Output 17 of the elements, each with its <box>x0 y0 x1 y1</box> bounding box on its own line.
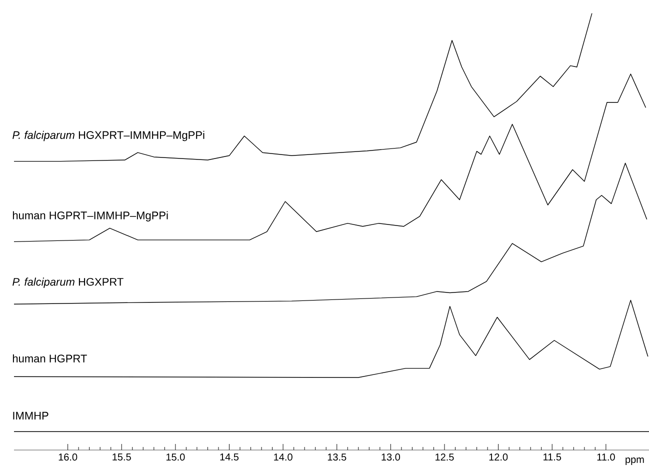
x-tick-label: 15.0 <box>166 454 185 461</box>
x-tick-label: 11.0 <box>597 454 615 461</box>
x-tick-label: 14.0 <box>274 454 292 461</box>
series-label: IMMHP <box>13 412 48 420</box>
x-tick-label: 12.5 <box>436 454 454 461</box>
x-tick-label: 16.0 <box>58 454 78 461</box>
series-label: human HGPRT <box>12 354 87 362</box>
x-tick-label: 12.0 <box>489 454 508 461</box>
series-label: P. falciparum HGXPRT <box>12 278 124 288</box>
x-tick-label: 13.0 <box>382 454 400 461</box>
x-tick-label: 14.5 <box>220 454 239 460</box>
series-label: P. falciparum HGXPRT–IMMHP–MgPPi <box>12 130 204 142</box>
x-tick-label: 15.5 <box>112 454 131 460</box>
x-tick-label: 13.5 <box>328 454 346 461</box>
x-axis-title: ppm <box>626 458 644 465</box>
x-tick-label: 11.5 <box>544 454 562 460</box>
series-label: human HGPRT–IMMHP–MgPPi <box>12 211 168 222</box>
